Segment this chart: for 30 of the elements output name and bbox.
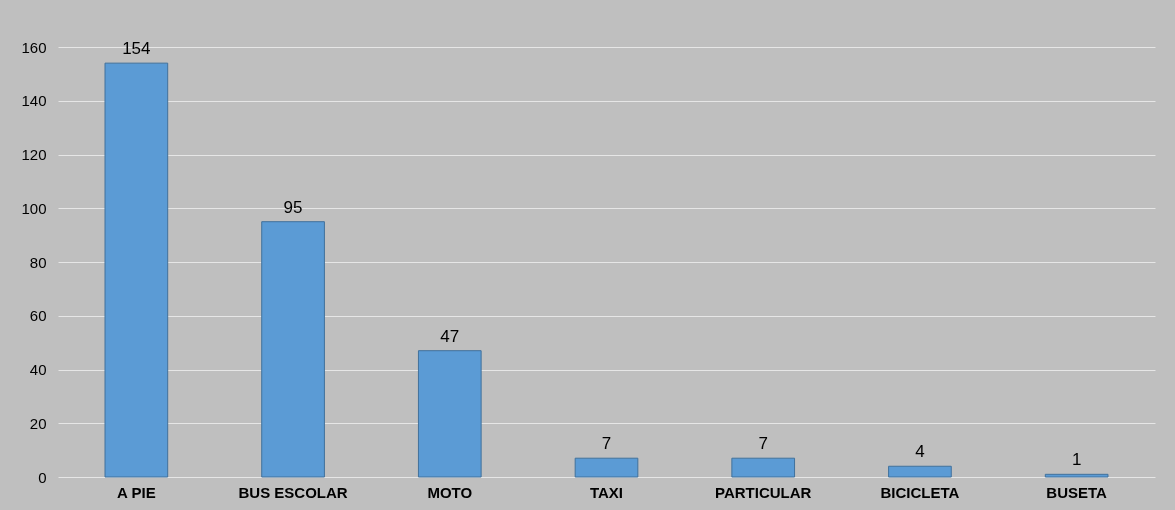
- bar: [261, 221, 325, 478]
- x-tick-label: PARTICULAR: [715, 483, 812, 501]
- x-tick-label: BUSETA: [1046, 483, 1108, 501]
- x-tick-label: BUS ESCOLAR: [238, 483, 348, 501]
- data-label: 7: [758, 434, 768, 454]
- y-tick-label: 80: [29, 253, 47, 271]
- y-tick-label: 60: [29, 307, 47, 325]
- data-label: 154: [122, 39, 151, 59]
- y-tick-label: 160: [21, 38, 47, 56]
- bar: [888, 465, 952, 478]
- x-tick-label: BICICLETA: [880, 483, 960, 501]
- y-tick-label: 140: [21, 92, 47, 110]
- x-tick-label: A PIE: [117, 483, 156, 501]
- x-tick-label: MOTO: [427, 483, 473, 501]
- data-label: 4: [915, 442, 925, 462]
- y-tick-label: 0: [38, 468, 47, 486]
- data-label: 1: [1071, 450, 1082, 470]
- y-tick-label: 20: [29, 414, 47, 432]
- bar: [1044, 473, 1109, 478]
- data-label: 7: [601, 434, 612, 454]
- y-tick-label: 100: [21, 199, 47, 217]
- bar: [417, 350, 482, 478]
- y-tick-label: 120: [21, 146, 47, 163]
- y-tick-label: 40: [29, 361, 47, 378]
- x-tick-label: TAXI: [589, 483, 624, 501]
- bar: [731, 457, 796, 478]
- data-label: 95: [283, 197, 303, 217]
- bar: [574, 457, 639, 478]
- bar: [104, 62, 169, 478]
- data-label: 47: [440, 326, 460, 346]
